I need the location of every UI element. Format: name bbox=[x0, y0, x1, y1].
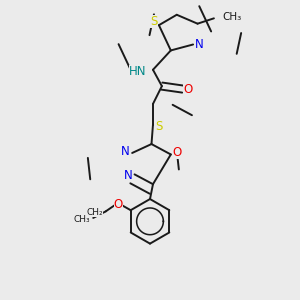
Text: S: S bbox=[155, 120, 163, 133]
Text: CH₂: CH₂ bbox=[86, 208, 103, 217]
Text: O: O bbox=[114, 198, 123, 211]
Text: HN: HN bbox=[129, 65, 146, 78]
Text: CH₃: CH₃ bbox=[223, 12, 242, 22]
Text: O: O bbox=[172, 146, 182, 160]
Text: N: N bbox=[195, 38, 203, 51]
Text: N: N bbox=[124, 169, 132, 182]
Text: N: N bbox=[121, 145, 130, 158]
Text: S: S bbox=[150, 15, 157, 28]
Text: CH₃: CH₃ bbox=[74, 215, 90, 224]
Text: O: O bbox=[183, 82, 193, 96]
